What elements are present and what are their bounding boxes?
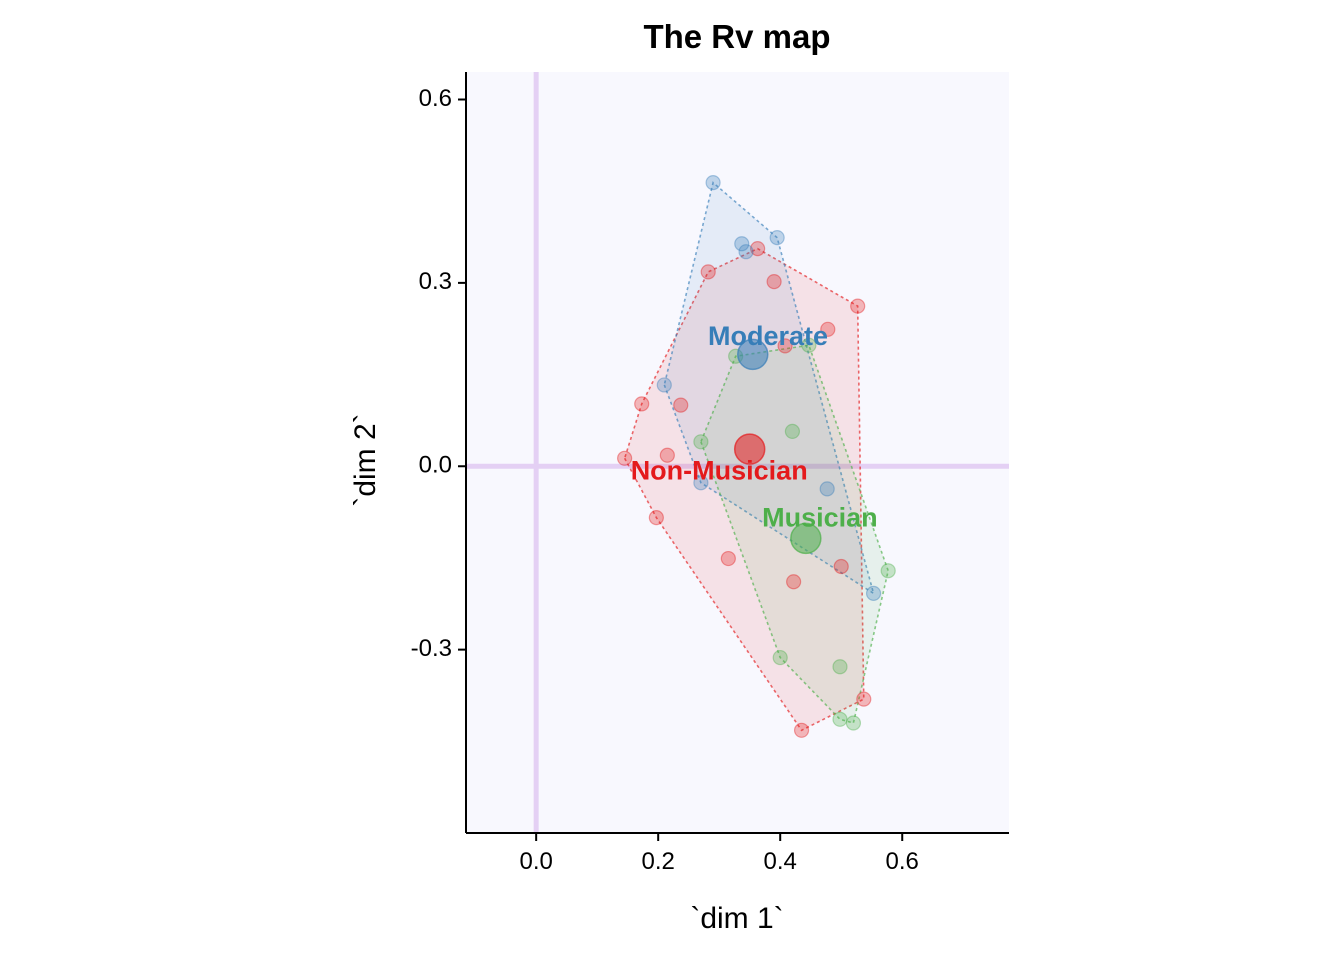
point-non-musician xyxy=(777,338,793,354)
centroid-moderate xyxy=(737,338,769,371)
x-axis-ticks: 0.0 0.2 0.4 0.6 xyxy=(519,833,919,875)
x-tick-label: 0.4 xyxy=(764,848,797,875)
chart-title: The Rv map xyxy=(643,18,830,55)
point-non-musician xyxy=(820,321,836,337)
point-moderate xyxy=(865,585,882,601)
point-non-musician xyxy=(700,264,716,280)
label-musician: Musician xyxy=(762,503,878,533)
point-non-musician xyxy=(648,509,664,526)
point-non-musician xyxy=(856,691,872,707)
hull-moderate xyxy=(663,181,875,596)
group-labels: Moderate Non-Musician Musician xyxy=(631,321,878,533)
point-moderate xyxy=(705,175,721,191)
x-tick-label: 0.6 xyxy=(886,848,919,875)
x-tick-label: 0.0 xyxy=(519,848,552,875)
point-musician xyxy=(880,563,896,579)
point-moderate xyxy=(656,377,672,393)
point-non-musician xyxy=(786,574,802,590)
y-tick-label: -0.3 xyxy=(411,635,452,662)
point-non-musician xyxy=(634,396,650,412)
data-points xyxy=(617,175,896,738)
centroid-musician xyxy=(790,522,822,555)
point-non-musician xyxy=(750,241,766,257)
point-non-musician xyxy=(617,450,633,466)
point-non-musician xyxy=(833,558,849,575)
point-non-musician xyxy=(720,550,736,567)
y-tick-label: 0.3 xyxy=(419,268,452,295)
point-non-musician xyxy=(659,447,675,463)
point-musician xyxy=(772,649,788,666)
x-tick-label: 0.2 xyxy=(641,848,674,875)
point-moderate xyxy=(819,481,835,497)
point-moderate xyxy=(693,475,709,491)
group-centroids xyxy=(733,338,822,555)
label-moderate: Moderate xyxy=(708,321,828,351)
y-tick-label: 0.6 xyxy=(419,85,452,112)
point-musician xyxy=(845,715,862,731)
point-non-musician xyxy=(793,722,810,738)
point-musician xyxy=(801,337,817,353)
centroid-non-musician xyxy=(733,433,766,465)
hull-non-musician xyxy=(623,247,865,732)
point-musician xyxy=(693,434,709,450)
label-non-musician: Non-Musician xyxy=(631,455,808,485)
point-moderate xyxy=(769,230,785,246)
x-axis-label: `dim 1` xyxy=(690,902,783,935)
point-musician xyxy=(832,659,848,675)
y-axis-label: `dim 2` xyxy=(349,413,382,506)
point-musician xyxy=(784,423,801,440)
point-non-musician xyxy=(673,397,689,413)
point-moderate xyxy=(734,236,750,252)
y-axis-ticks: -0.3 0.0 0.3 0.6 xyxy=(411,85,466,662)
point-musician xyxy=(832,711,848,727)
point-non-musician xyxy=(850,298,866,314)
y-tick-label: 0.0 xyxy=(419,452,452,479)
point-non-musician xyxy=(766,274,782,290)
point-moderate xyxy=(738,244,754,260)
